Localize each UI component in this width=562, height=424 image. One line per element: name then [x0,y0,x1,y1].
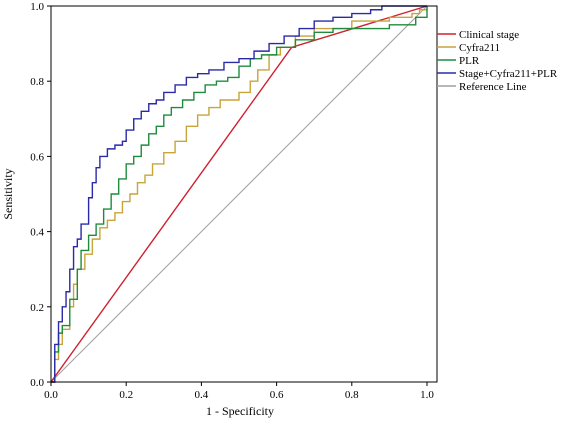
x-tick-label: 0.8 [345,389,359,401]
legend-label: Reference Line [459,81,527,93]
legend-item-reference-line: Reference Line [437,81,527,93]
legend-label: Clinical stage [459,29,519,41]
y-tick-label: 0.8 [30,76,44,88]
series-line-plr [51,6,428,383]
legend: Clinical stageCyfra211PLRStage+Cyfra211+… [437,29,558,93]
y-tick-label: 0.6 [30,151,44,163]
legend-label: Cyfra211 [459,42,500,54]
series-line-reference-line [50,5,428,383]
legend-label: Stage+Cyfra211+PLR [459,68,558,80]
legend-item-stage-cyfra211-plr: Stage+Cyfra211+PLR [437,68,558,80]
x-tick-label: 0.0 [44,389,58,401]
x-tick-label: 0.2 [119,389,133,401]
y-tick-label: 0.2 [30,302,44,314]
x-tick-label: 0.6 [270,389,284,401]
y-axis-ticks: 0.0 0.2 0.4 0.6 0.8 1.0 [30,1,51,389]
legend-label: PLR [459,55,480,67]
y-tick-label: 1.0 [30,1,44,13]
legend-item-cyfra211: Cyfra211 [437,42,500,54]
legend-item-clinical-stage: Clinical stage [437,29,519,41]
series-line-stage-cyfra211-plr [51,5,427,383]
plot-lines [50,5,428,383]
x-axis-ticks: 0.0 0.2 0.4 0.6 0.8 1.0 [44,382,434,401]
x-tick-label: 1.0 [420,389,434,401]
y-tick-label: 0.4 [30,227,44,239]
x-axis-title: 1 - Specificity [206,404,274,418]
y-axis-title: Sensitivity [1,168,15,219]
y-tick-label: 0.0 [30,377,44,389]
plot-frame [50,5,438,383]
x-tick-label: 0.4 [195,389,209,401]
legend-item-plr: PLR [437,55,480,67]
